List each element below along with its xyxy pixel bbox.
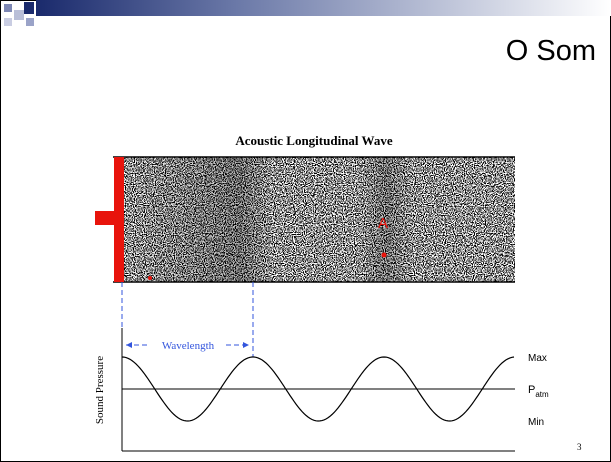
- header-bar: [36, 0, 611, 16]
- slide-title: O Som: [506, 35, 596, 67]
- min-label: Min: [528, 417, 544, 428]
- particle-marker: A: [378, 215, 388, 232]
- compression-bands: [124, 157, 515, 282]
- particle-dot: [381, 252, 387, 258]
- patm-subscript: atm: [535, 390, 549, 399]
- piston-handle: [95, 211, 115, 225]
- y-axis-label: Sound Pressure: [94, 356, 106, 424]
- patm-main: P: [528, 384, 535, 396]
- wavelength-label: Wavelength: [162, 340, 215, 352]
- piston: [114, 157, 124, 282]
- pressure-wave: [121, 356, 515, 422]
- particle-dot: [148, 276, 152, 280]
- header-squares: [4, 2, 34, 26]
- page-number: 3: [577, 442, 582, 452]
- figure-title: Acoustic Longitudinal Wave: [235, 133, 392, 148]
- patm-label: Patm: [528, 384, 549, 399]
- max-label: Max: [528, 353, 547, 364]
